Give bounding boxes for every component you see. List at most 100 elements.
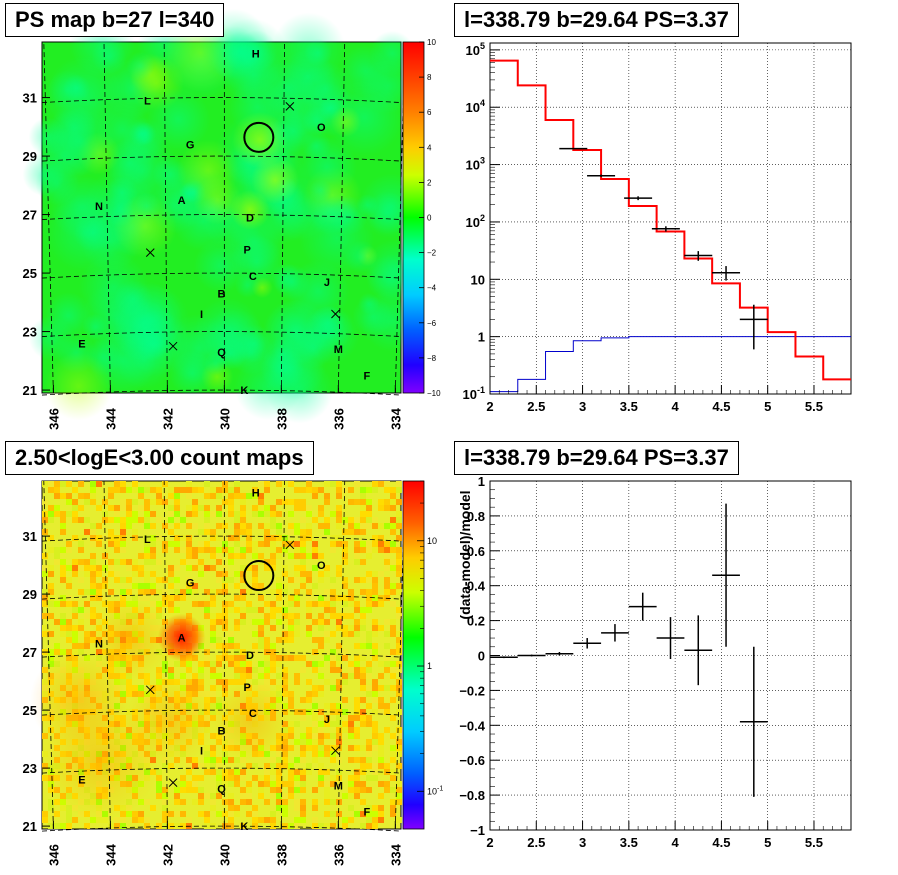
count-map-pixel xyxy=(60,619,66,625)
count-map-pixels xyxy=(30,481,402,829)
count-map-pixel xyxy=(354,541,360,547)
count-map-pixel xyxy=(120,589,126,595)
count-map-pixel xyxy=(228,823,234,829)
count-map-pixel xyxy=(390,733,396,739)
count-map-pixel xyxy=(78,565,84,571)
count-map-pixel xyxy=(204,691,210,697)
count-map-pixel xyxy=(102,565,108,571)
count-map-pixel xyxy=(276,595,282,601)
count-map-pixel xyxy=(204,529,210,535)
count-map-pixel xyxy=(282,685,288,691)
count-map-ytick-label: 27 xyxy=(23,645,37,660)
count-map-pixel xyxy=(282,601,288,607)
count-map-pixel xyxy=(234,607,240,613)
count-map-pixel xyxy=(192,601,198,607)
count-map-pixel xyxy=(366,571,372,577)
residual-ytick-label: −0.2 xyxy=(459,683,485,698)
count-map-pixel xyxy=(312,667,318,673)
count-map-pixel xyxy=(210,619,216,625)
count-map-pixel xyxy=(42,811,48,817)
count-map-pixel xyxy=(174,535,180,541)
count-map-pixel xyxy=(366,517,372,523)
count-map-pixel xyxy=(348,595,354,601)
count-map-pixel xyxy=(360,721,366,727)
count-map-pixel xyxy=(378,625,384,631)
count-map-pixel xyxy=(312,691,318,697)
count-map-pixel xyxy=(390,625,396,631)
count-map-pixel xyxy=(294,595,300,601)
count-map-pixel xyxy=(360,619,366,625)
count-map-pixel xyxy=(264,535,270,541)
spectrum-grid xyxy=(489,43,851,395)
count-map-pixel xyxy=(336,667,342,673)
count-map-pixel xyxy=(138,517,144,523)
count-map-pixel xyxy=(144,517,150,523)
count-map-pixel xyxy=(324,517,330,523)
ps-colorbar-tick-label: 6 xyxy=(427,108,432,117)
count-map-pixel xyxy=(366,805,372,811)
count-map-pixel xyxy=(168,577,174,583)
count-map-pixel xyxy=(168,763,174,769)
count-map-pixel xyxy=(90,553,96,559)
count-map-pixel xyxy=(312,703,318,709)
spectrum-ytick-label: 10 xyxy=(471,272,485,287)
ps-map-blob xyxy=(271,12,346,86)
count-map-pixel xyxy=(60,511,66,517)
count-map-pixel xyxy=(180,823,186,829)
count-map-pixel xyxy=(210,643,216,649)
count-map-pixel xyxy=(216,613,222,619)
count-map-pixel xyxy=(264,601,270,607)
count-map-pixel xyxy=(66,577,72,583)
count-map-pixel xyxy=(312,817,318,823)
count-map-pixel xyxy=(300,757,306,763)
count-map-pixel xyxy=(210,625,216,631)
count-map-pixel xyxy=(294,547,300,553)
count-map-pixel xyxy=(210,697,216,703)
count-map-pixel xyxy=(240,661,246,667)
count-map-pixel xyxy=(54,811,60,817)
count-map-pixel xyxy=(144,505,150,511)
total-model-step xyxy=(490,59,851,381)
count-map-pixel xyxy=(384,655,390,661)
count-map-pixel xyxy=(366,595,372,601)
count-map-pixel xyxy=(186,817,192,823)
count-map-pixel xyxy=(348,631,354,637)
count-map-pixel xyxy=(354,523,360,529)
count-map-pixel xyxy=(354,643,360,649)
count-map-pixel xyxy=(192,565,198,571)
count-map-pixel xyxy=(378,757,384,763)
count-map-pixel xyxy=(168,667,174,673)
count-map-pixel xyxy=(318,643,324,649)
count-map-pixel xyxy=(342,613,348,619)
count-map-pixel xyxy=(306,691,312,697)
count-map-pixel xyxy=(144,553,150,559)
count-map-pixel xyxy=(138,589,144,595)
count-map-pixel xyxy=(306,535,312,541)
count-map-pixel xyxy=(258,787,264,793)
count-map-pixel xyxy=(378,697,384,703)
count-map-pixel xyxy=(336,481,342,487)
count-map-pixel xyxy=(186,565,192,571)
count-map-pixel xyxy=(222,619,228,625)
count-map-pixel xyxy=(222,523,228,529)
count-map-pixel xyxy=(156,589,162,595)
count-map-pixel xyxy=(90,493,96,499)
count-map-pixel xyxy=(384,505,390,511)
count-map-pixel xyxy=(312,661,318,667)
count-map-pixel xyxy=(132,685,138,691)
count-map-pixel xyxy=(162,823,168,829)
count-map-pixel xyxy=(276,787,282,793)
count-map-source-label: J xyxy=(324,714,330,726)
count-map-pixel xyxy=(390,499,396,505)
count-map-pixel xyxy=(324,601,330,607)
count-map-pixel xyxy=(294,577,300,583)
ps-map-source-label: G xyxy=(186,139,195,151)
count-map-pixel xyxy=(168,511,174,517)
count-map-ytick-label: 31 xyxy=(23,529,37,544)
count-map-pixel xyxy=(246,523,252,529)
count-map-pixel xyxy=(156,487,162,493)
count-map-pixel xyxy=(342,601,348,607)
count-map-pixel xyxy=(126,679,132,685)
count-map-pixel xyxy=(126,523,132,529)
count-map-pixel xyxy=(144,571,150,577)
